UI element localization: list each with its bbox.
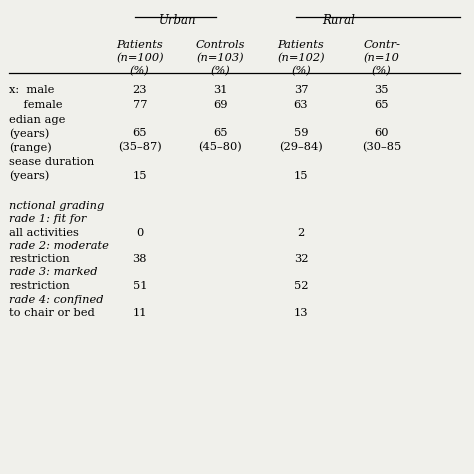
Text: (30–85: (30–85 <box>362 142 401 153</box>
Text: 77: 77 <box>133 100 147 110</box>
Text: 38: 38 <box>133 254 147 264</box>
Text: rade 2: moderate: rade 2: moderate <box>9 241 109 251</box>
Text: female: female <box>9 100 63 110</box>
Text: x:  male: x: male <box>9 85 55 95</box>
Text: to chair or bed: to chair or bed <box>9 308 95 318</box>
Text: rade 1: fit for: rade 1: fit for <box>9 214 87 224</box>
Text: (years): (years) <box>9 128 50 138</box>
Text: Rural: Rural <box>322 14 356 27</box>
Text: 65: 65 <box>213 128 228 138</box>
Text: 37: 37 <box>294 85 308 95</box>
Text: 2: 2 <box>297 228 305 237</box>
Text: 69: 69 <box>213 100 228 110</box>
Text: 13: 13 <box>294 308 308 318</box>
Text: 51: 51 <box>133 281 147 291</box>
Text: 32: 32 <box>294 254 308 264</box>
Text: 63: 63 <box>294 100 308 110</box>
Text: 31: 31 <box>213 85 228 95</box>
Text: nctional grading: nctional grading <box>9 201 105 211</box>
Text: 59: 59 <box>294 128 308 138</box>
Text: (29–84): (29–84) <box>279 142 323 153</box>
Text: (years): (years) <box>9 171 50 181</box>
Text: (range): (range) <box>9 142 52 153</box>
Text: 52: 52 <box>294 281 308 291</box>
Text: sease duration: sease duration <box>9 157 95 167</box>
Text: Patients
(n=102)
(%): Patients (n=102) (%) <box>277 40 325 77</box>
Text: restriction: restriction <box>9 254 70 264</box>
Text: rade 4: confined: rade 4: confined <box>9 295 104 305</box>
Text: 0: 0 <box>136 228 144 237</box>
Text: (45–80): (45–80) <box>199 142 242 153</box>
Text: 65: 65 <box>133 128 147 138</box>
Text: 15: 15 <box>294 171 308 181</box>
Text: Contr-
(n=10
(%): Contr- (n=10 (%) <box>363 40 400 77</box>
Text: 60: 60 <box>374 128 389 138</box>
Text: 23: 23 <box>133 85 147 95</box>
Text: rade 3: marked: rade 3: marked <box>9 267 98 277</box>
Text: 15: 15 <box>133 171 147 181</box>
Text: restriction: restriction <box>9 281 70 291</box>
Text: edian age: edian age <box>9 115 66 125</box>
Text: 35: 35 <box>374 85 389 95</box>
Text: 65: 65 <box>374 100 389 110</box>
Text: Controls
(n=103)
(%): Controls (n=103) (%) <box>196 40 245 77</box>
Text: Urban: Urban <box>159 14 197 27</box>
Text: all activities: all activities <box>9 228 79 237</box>
Text: Patients
(n=100)
(%): Patients (n=100) (%) <box>116 40 164 77</box>
Text: 11: 11 <box>133 308 147 318</box>
Text: (35–87): (35–87) <box>118 142 162 153</box>
